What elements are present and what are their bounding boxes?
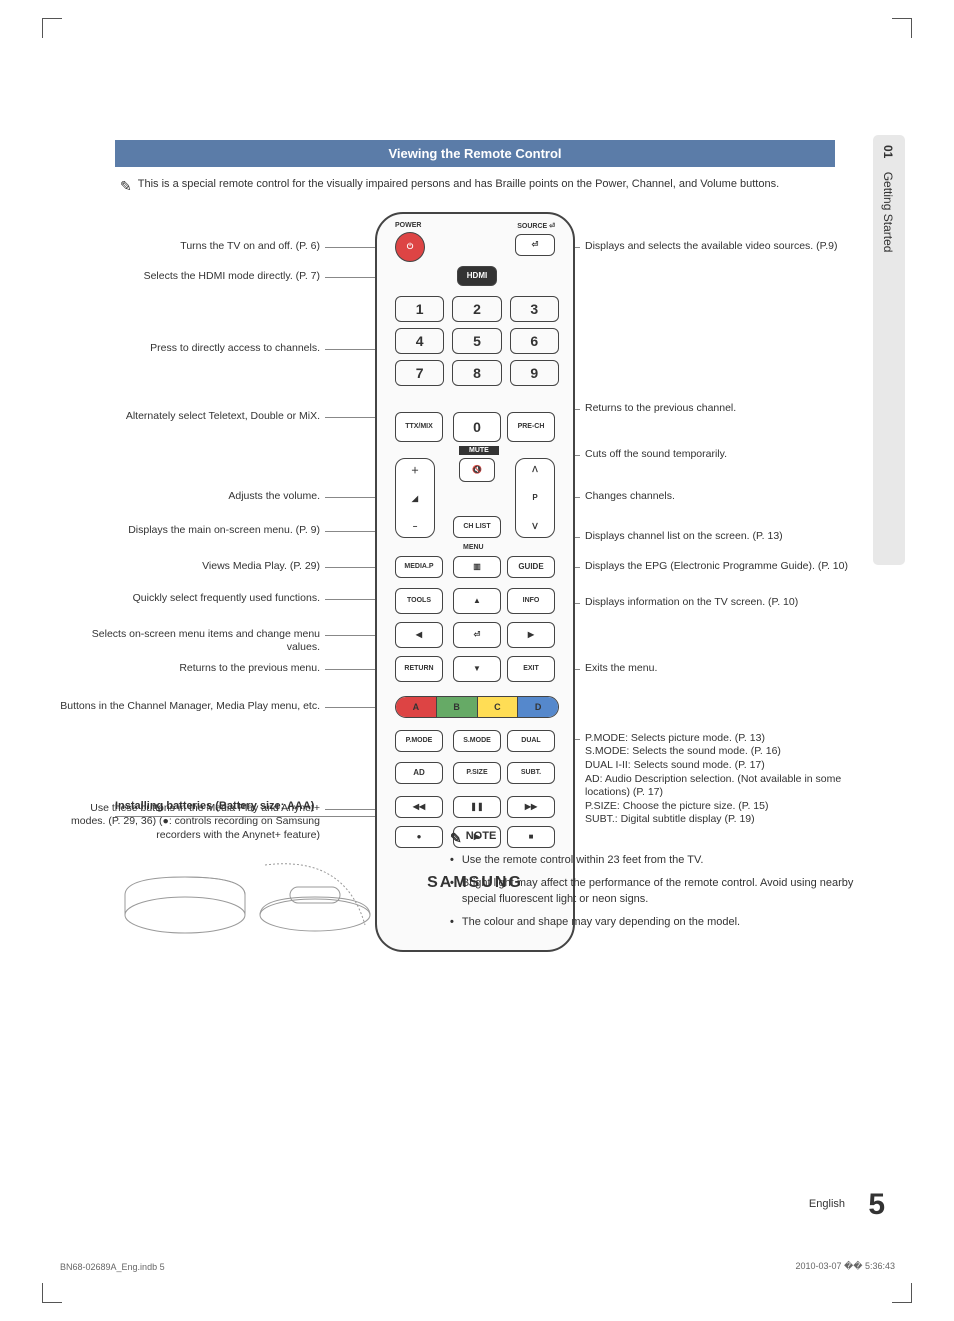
nav-right: ▶ bbox=[507, 622, 555, 648]
pmode-button: P.MODE bbox=[395, 730, 443, 752]
notes-section: NOTE Use the remote control within 23 fe… bbox=[450, 830, 870, 939]
callout-left-0: Turns the TV on and off. (P. 6) bbox=[60, 240, 320, 254]
callout-right-6: Displays information on the TV screen. (… bbox=[585, 596, 855, 610]
callout-right-3: Changes channels. bbox=[585, 490, 855, 504]
hdmi-button: HDMI bbox=[457, 266, 497, 286]
subt-button: SUBT. bbox=[507, 762, 555, 784]
psize-button: P.SIZE bbox=[453, 762, 501, 784]
page-number: 5 bbox=[868, 1188, 885, 1222]
callout-right-5: Displays the EPG (Electronic Programme G… bbox=[585, 560, 855, 574]
color-buttons: A B C D bbox=[395, 696, 559, 718]
callout-right-2: Cuts off the sound temporarily. bbox=[585, 448, 855, 462]
power-button: ⏻ bbox=[395, 232, 425, 262]
return-button: RETURN bbox=[395, 656, 443, 682]
exit-button: EXIT bbox=[507, 656, 555, 682]
color-d: D bbox=[518, 697, 558, 717]
color-a: A bbox=[396, 697, 437, 717]
number-pad: 123 456 789 bbox=[395, 296, 559, 392]
chapter-number: 01 bbox=[881, 145, 895, 158]
callout-left-3: Alternately select Teletext, Double or M… bbox=[60, 410, 320, 424]
callout-left-2: Press to directly access to channels. bbox=[60, 342, 320, 356]
vol-plus: ＋ bbox=[411, 465, 419, 476]
vol-mid: ◢ bbox=[412, 494, 418, 503]
channel-rocker: ᐱ P ᐯ bbox=[515, 458, 555, 538]
batteries-heading: Installing batteries (Battery size: AAA) bbox=[115, 800, 375, 817]
num-8: 8 bbox=[452, 360, 501, 386]
num-1: 1 bbox=[395, 296, 444, 322]
ch-label: P bbox=[532, 493, 537, 502]
nav-up: ▲ bbox=[453, 588, 501, 614]
callout-left-7: Quickly select frequently used functions… bbox=[60, 592, 320, 606]
num-0: 0 bbox=[453, 412, 501, 442]
callout-left-9: Returns to the previous menu. bbox=[60, 662, 320, 676]
ad-button: AD bbox=[395, 762, 443, 784]
enter-button: ⏎ bbox=[453, 622, 501, 648]
rewind-button: ◀◀ bbox=[395, 796, 443, 818]
menu-label: MENU bbox=[463, 544, 484, 551]
ff-button: ▶▶ bbox=[507, 796, 555, 818]
color-c: C bbox=[478, 697, 519, 717]
mute-button: 🔇 bbox=[459, 458, 495, 482]
ch-up: ᐱ bbox=[532, 465, 537, 474]
info-button: INFO bbox=[507, 588, 555, 614]
num-6: 6 bbox=[510, 328, 559, 354]
callout-right-4: Displays channel list on the screen. (P.… bbox=[585, 530, 855, 544]
note-item-0: Use the remote control within 23 feet fr… bbox=[450, 853, 870, 868]
nav-left: ◀ bbox=[395, 622, 443, 648]
vol-minus: − bbox=[413, 522, 418, 531]
note-item-2: The colour and shape may vary depending … bbox=[450, 915, 870, 930]
section-title: Viewing the Remote Control bbox=[115, 140, 835, 167]
callout-right-8: P.MODE: Selects picture mode. (P. 13) S.… bbox=[585, 732, 855, 827]
mute-label: MUTE bbox=[459, 446, 499, 455]
source-button: ⏎ bbox=[515, 234, 555, 256]
record-button: ● bbox=[395, 826, 443, 848]
ttx-button: TTX/MIX bbox=[395, 412, 443, 442]
doc-id: BN68-02689A_Eng.indb 5 bbox=[60, 1262, 165, 1272]
note-item-1: Bright light may affect the performance … bbox=[450, 876, 870, 907]
color-b: B bbox=[437, 697, 478, 717]
note-icon bbox=[450, 830, 462, 847]
smode-button: S.MODE bbox=[453, 730, 501, 752]
prech-button: PRE-CH bbox=[507, 412, 555, 442]
callout-left-10: Buttons in the Channel Manager, Media Pl… bbox=[60, 700, 320, 714]
dual-button: DUAL bbox=[507, 730, 555, 752]
nav-down: ▼ bbox=[453, 656, 501, 682]
num-3: 3 bbox=[510, 296, 559, 322]
callout-right-1: Returns to the previous channel. bbox=[585, 402, 855, 416]
intro-note: This is a special remote control for the… bbox=[120, 177, 895, 197]
callout-left-6: Views Media Play. (P. 29) bbox=[60, 560, 320, 574]
callout-left-8: Selects on-screen menu items and change … bbox=[60, 628, 320, 655]
callout-left-5: Displays the main on-screen menu. (P. 9) bbox=[60, 524, 320, 538]
callout-left-1: Selects the HDMI mode directly. (P. 7) bbox=[60, 270, 320, 284]
num-9: 9 bbox=[510, 360, 559, 386]
callout-right-0: Displays and selects the available video… bbox=[585, 240, 855, 254]
note-icon bbox=[120, 177, 132, 197]
num-7: 7 bbox=[395, 360, 444, 386]
power-label: POWER bbox=[395, 222, 421, 229]
tools-button: TOOLS bbox=[395, 588, 443, 614]
intro-text: This is a special remote control for the… bbox=[138, 177, 779, 197]
menu-button: ▥ bbox=[453, 556, 501, 578]
guide-button: GUIDE bbox=[507, 556, 555, 578]
num-2: 2 bbox=[452, 296, 501, 322]
notes-heading-text: NOTE bbox=[466, 830, 497, 847]
battery-diagram bbox=[115, 825, 395, 965]
num-4: 4 bbox=[395, 328, 444, 354]
pause-button: ❚❚ bbox=[453, 796, 501, 818]
source-label: SOURCE ⏎ bbox=[517, 222, 555, 230]
ch-down: ᐯ bbox=[532, 522, 537, 531]
mediap-button: MEDIA.P bbox=[395, 556, 443, 578]
chlist-button: CH LIST bbox=[453, 516, 501, 538]
callout-left-4: Adjusts the volume. bbox=[60, 490, 320, 504]
callout-right-7: Exits the menu. bbox=[585, 662, 855, 676]
doc-timestamp: 2010-03-07 �� 5:36:43 bbox=[795, 1261, 895, 1272]
footer-language: English bbox=[809, 1198, 845, 1210]
volume-rocker: ＋ ◢ − bbox=[395, 458, 435, 538]
num-5: 5 bbox=[452, 328, 501, 354]
